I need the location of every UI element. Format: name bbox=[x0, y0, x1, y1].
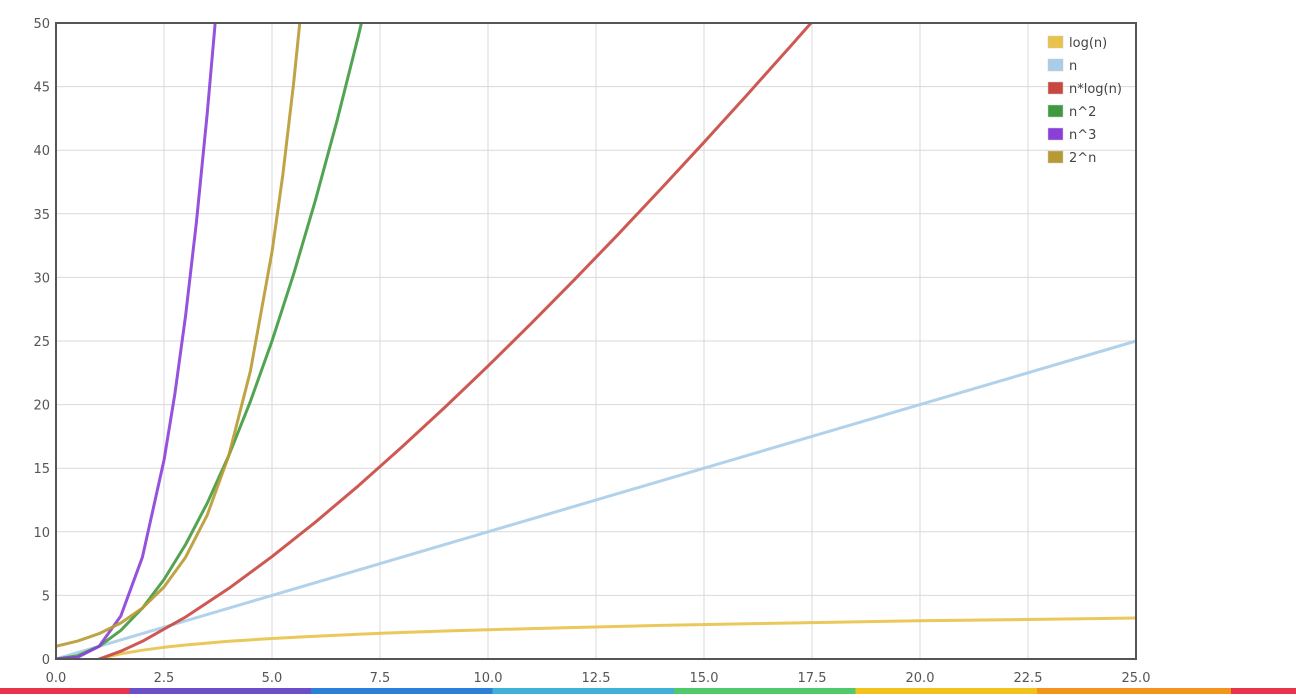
legend-label: n bbox=[1069, 59, 1077, 74]
x-tick-label: 7.5 bbox=[370, 671, 391, 686]
legend-label: log(n) bbox=[1069, 36, 1107, 51]
legend-label: n^2 bbox=[1069, 105, 1096, 120]
legend-item-n-log-n[interactable]: n*log(n) bbox=[1047, 81, 1122, 97]
y-tick-label: 45 bbox=[33, 81, 50, 96]
y-tick-label: 50 bbox=[33, 17, 50, 32]
x-tick-label: 10.0 bbox=[474, 671, 503, 686]
y-tick-label: 40 bbox=[33, 144, 50, 159]
y-tick-label: 20 bbox=[33, 399, 50, 414]
y-tick-label: 15 bbox=[33, 462, 50, 477]
legend-label: 2^n bbox=[1069, 151, 1096, 166]
series-line-2-n bbox=[56, 23, 302, 648]
legend-swatch bbox=[1047, 127, 1064, 141]
legend-swatch bbox=[1047, 104, 1064, 118]
x-tick-label: 5.0 bbox=[262, 671, 283, 686]
bottom-color-strip bbox=[0, 688, 1296, 694]
x-tick-label: 22.5 bbox=[1014, 671, 1043, 686]
x-tick-label: 25.0 bbox=[1122, 671, 1151, 686]
y-tick-label: 10 bbox=[33, 526, 50, 541]
x-tick-label: 17.5 bbox=[798, 671, 827, 686]
legend-item-n-2[interactable]: n^2 bbox=[1047, 104, 1096, 120]
x-axis-ticks: 0.0 2.5 5.0 7.5 10.0 12.5 15.0 17.5 20.0 22.5 25.0 bbox=[46, 671, 1151, 686]
y-tick-label: 25 bbox=[33, 335, 50, 350]
y-tick-label: 30 bbox=[33, 271, 50, 286]
legend-item-n-3[interactable]: n^3 bbox=[1047, 127, 1096, 143]
series-line-log-n bbox=[97, 616, 1136, 659]
legend-item-2-n[interactable]: 2^n bbox=[1047, 150, 1096, 166]
x-tick-label: 20.0 bbox=[906, 671, 935, 686]
y-tick-label: 0 bbox=[42, 653, 50, 668]
series-line-n-2 bbox=[56, 23, 363, 659]
legend-swatch bbox=[1047, 150, 1064, 164]
grid-lines bbox=[55, 22, 1137, 660]
y-tick-label: 35 bbox=[33, 208, 50, 223]
legend-swatch bbox=[1047, 58, 1064, 72]
y-axis-ticks: 0 5 10 15 20 25 30 35 40 45 50 bbox=[33, 17, 50, 668]
series-line-n-log-n bbox=[97, 23, 814, 659]
series-line-n-3 bbox=[56, 23, 217, 659]
legend-label: n^3 bbox=[1069, 128, 1096, 143]
legend-item-n[interactable]: n bbox=[1047, 58, 1077, 74]
x-tick-label: 0.0 bbox=[46, 671, 67, 686]
x-tick-label: 2.5 bbox=[154, 671, 175, 686]
series-lines bbox=[56, 23, 1136, 659]
y-tick-label: 5 bbox=[42, 589, 50, 604]
plot-frame bbox=[55, 22, 1137, 660]
legend-swatch bbox=[1047, 81, 1064, 95]
legend: log(n) n n*log(n) n^2 n^3 2^n bbox=[1047, 35, 1122, 166]
x-tick-label: 15.0 bbox=[690, 671, 719, 686]
legend-label: n*log(n) bbox=[1069, 82, 1122, 97]
series-line-n bbox=[56, 339, 1136, 659]
legend-item-log-n[interactable]: log(n) bbox=[1047, 35, 1107, 51]
legend-swatch bbox=[1047, 35, 1064, 49]
x-tick-label: 12.5 bbox=[582, 671, 611, 686]
